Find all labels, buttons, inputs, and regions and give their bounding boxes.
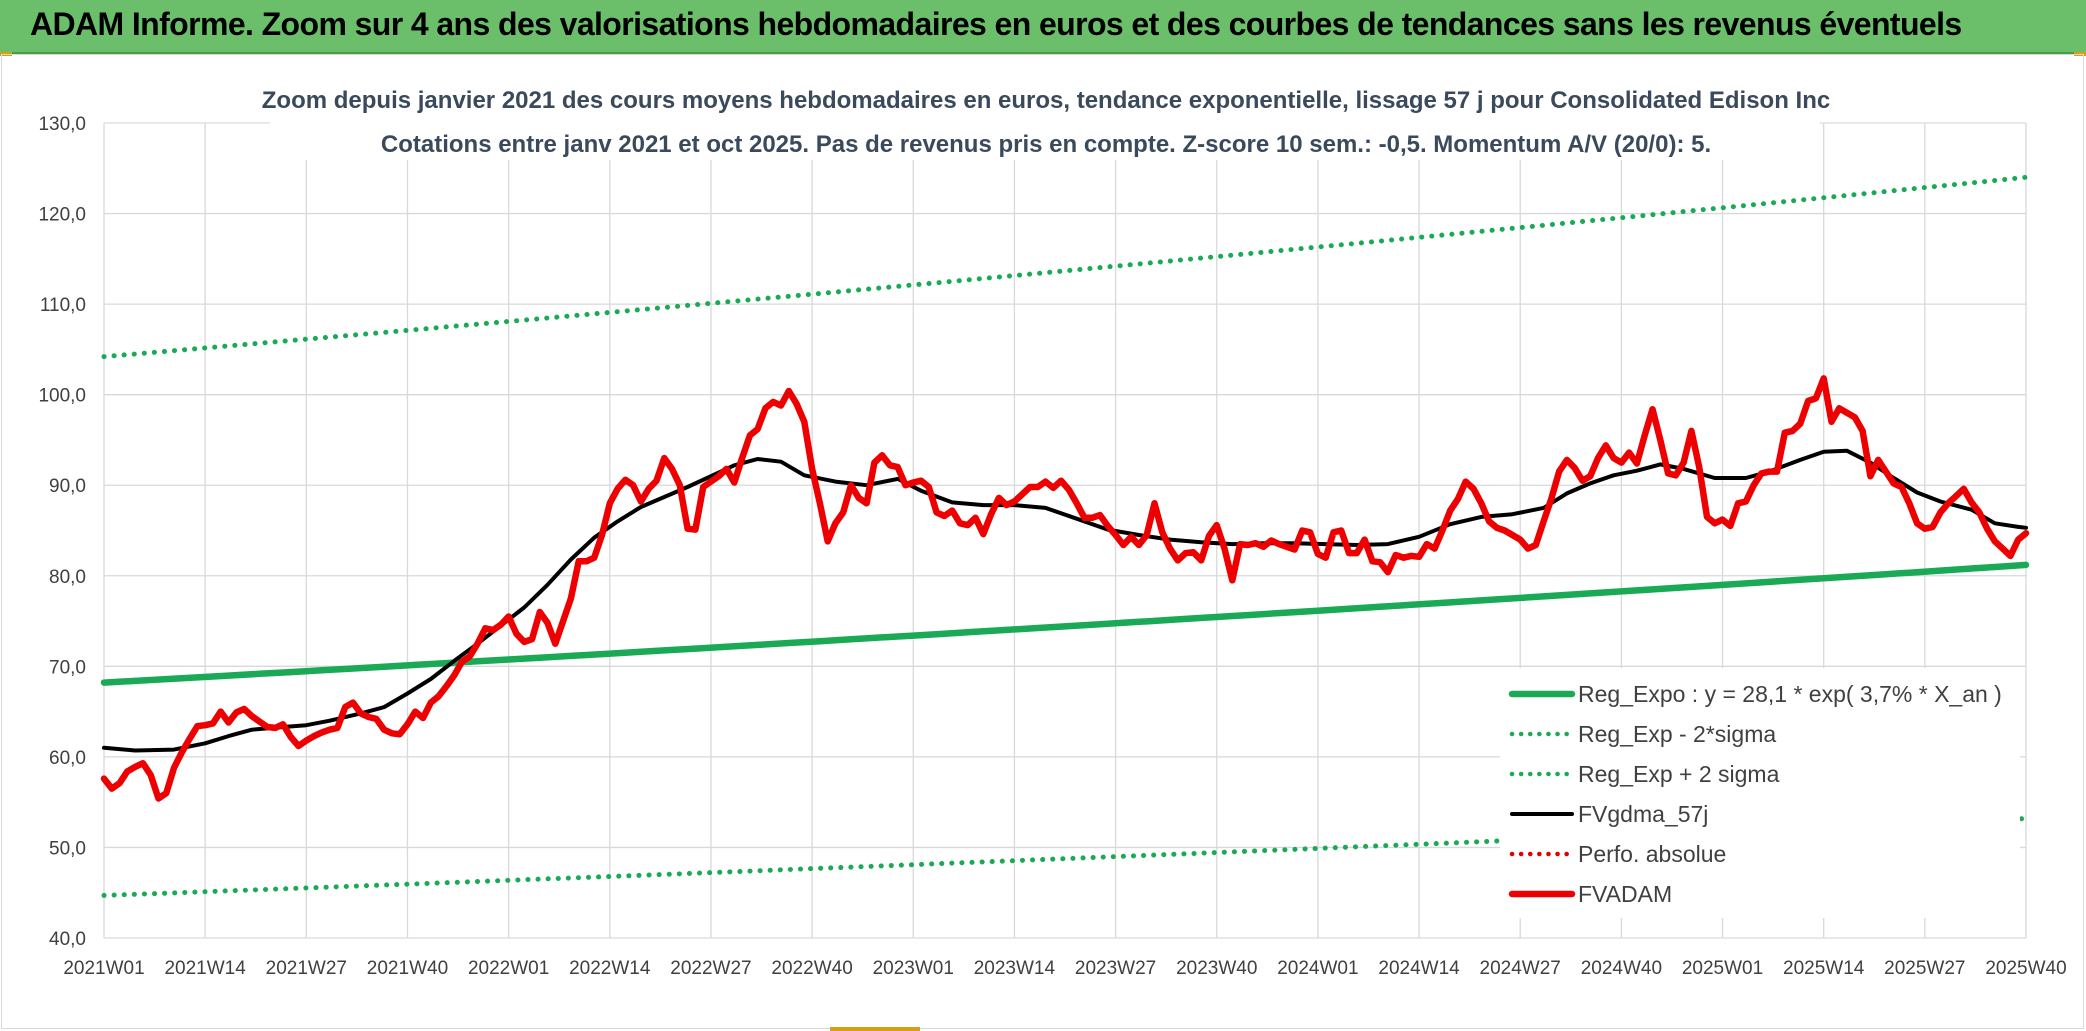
moving-average-line — [102, 448, 2028, 753]
x-axis-tick-labels: 2021W01 2021W14 2021W27 2021W40 2022W01 2022W… — [63, 958, 2066, 979]
y-tick-label: 80,0 — [49, 567, 86, 588]
legend-label: Perfo. absolue — [1578, 841, 1726, 867]
y-tick-label: 50,0 — [49, 838, 86, 859]
chart-subtitle: Cotations entre janv 2021 et oct 2025. P… — [381, 131, 1711, 158]
y-tick-label: 130,0 — [38, 114, 86, 135]
legend-label: Reg_Exp - 2*sigma — [1578, 721, 1776, 747]
x-tick-label: 2021W01 — [63, 958, 144, 979]
trend-band-line — [101, 174, 2029, 360]
x-tick-label: 2024W14 — [1378, 958, 1460, 979]
x-tick-label: 2025W14 — [1783, 958, 1865, 979]
x-tick-label: 2023W01 — [873, 958, 954, 979]
series-layer — [100, 174, 2030, 898]
legend-label: FVgdma_57j — [1578, 801, 1708, 827]
x-tick-label: 2024W01 — [1277, 958, 1358, 979]
y-tick-label: 90,0 — [49, 476, 86, 497]
legend-label: Reg_Expo : y = 28,1 * exp( 3,7% * X_an ) — [1578, 681, 2002, 707]
x-tick-label: 2024W27 — [1480, 958, 1561, 979]
y-tick-label: 120,0 — [38, 205, 86, 226]
x-tick-label: 2021W27 — [266, 958, 347, 979]
x-tick-label: 2025W01 — [1682, 958, 1763, 979]
chart-frame — [1, 54, 2084, 1029]
x-tick-label: 2022W27 — [670, 958, 751, 979]
legend-background — [1500, 668, 2020, 918]
x-tick-label: 2022W40 — [771, 958, 852, 979]
y-tick-label: 100,0 — [38, 386, 86, 407]
legend-label: Reg_Exp + 2 sigma — [1578, 761, 1780, 787]
x-tick-label: 2023W40 — [1176, 958, 1257, 979]
x-tick-label: 2025W40 — [1985, 958, 2066, 979]
exp-regression-line — [100, 561, 2030, 686]
chart-title: Zoom depuis janvier 2021 des cours moyen… — [262, 87, 1830, 114]
y-tick-label: 40,0 — [49, 929, 86, 950]
fvadam-line — [100, 375, 2030, 802]
x-tick-label: 2024W40 — [1581, 958, 1662, 979]
x-tick-label: 2022W14 — [569, 958, 651, 979]
trend-band-line — [101, 816, 2029, 898]
x-tick-label: 2023W27 — [1075, 958, 1156, 979]
legend: Reg_Expo : y = 28,1 * exp( 3,7% * X_an )… — [1500, 668, 2020, 918]
title-background — [270, 80, 1820, 160]
y-axis-tick-labels: 40,0 50,0 60,0 70,0 80,0 90,0 100,0 110,0 120,0 1… — [38, 114, 86, 950]
x-tick-label: 2021W40 — [367, 958, 448, 979]
bottom-tab-marker — [830, 1027, 920, 1031]
report-title: ADAM Informe. Zoom sur 4 ans des valoris… — [30, 6, 1962, 42]
y-tick-label: 110,0 — [40, 295, 86, 316]
y-tick-label: 70,0 — [49, 657, 86, 678]
x-tick-label: 2025W27 — [1884, 958, 1965, 979]
legend-label: FVADAM — [1578, 881, 1672, 907]
x-tick-label: 2022W01 — [468, 958, 549, 979]
x-tick-label: 2023W14 — [974, 958, 1056, 979]
report-banner: ADAM Informe. Zoom sur 4 ans des valoris… — [0, 0, 2086, 54]
x-tick-label: 2021W14 — [164, 958, 246, 979]
y-tick-label: 60,0 — [49, 748, 86, 769]
